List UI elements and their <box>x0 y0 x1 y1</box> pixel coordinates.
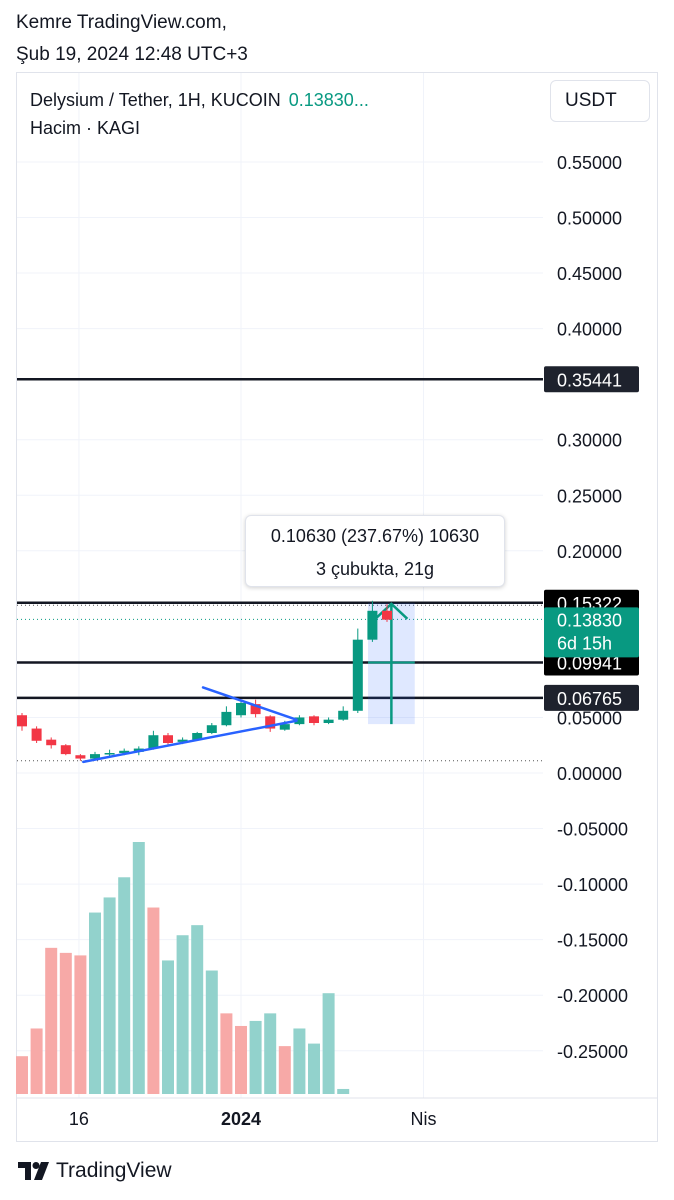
volume-bar <box>220 1013 233 1094</box>
candle-body <box>90 754 100 759</box>
trendline <box>82 719 298 764</box>
symbol-legend: Delysium / Tether, 1H, KUCOIN 0.13830... <box>30 90 369 111</box>
x-tick-label: 16 <box>69 1109 89 1129</box>
volume-bar <box>322 993 335 1094</box>
candle-body <box>31 728 42 741</box>
time-axis: 16 2024 Nis <box>17 1097 657 1129</box>
candle-body <box>250 704 261 715</box>
volume-bar <box>249 1020 262 1094</box>
x-tick-label: 2024 <box>221 1109 261 1129</box>
y-tick-label: -0.15000 <box>557 931 628 951</box>
y-tick-label: 0.30000 <box>557 431 622 451</box>
level-badge <box>544 366 639 393</box>
volume-bar <box>337 1088 350 1094</box>
candles <box>17 600 392 761</box>
volume-bar <box>162 960 174 1094</box>
trendlines <box>82 686 298 764</box>
candle-body <box>148 735 159 749</box>
volume-bar <box>103 897 116 1094</box>
horizontal-levels <box>17 378 543 762</box>
price-axis: 0.55000 0.50000 0.45000 0.40000 0.30000 0.250… <box>544 153 639 1062</box>
volume-bar <box>147 907 160 1094</box>
volume-legend: Hacim · KAGI <box>30 118 141 138</box>
candle-body <box>60 745 71 755</box>
countdown-label: 6d 15h <box>557 633 612 653</box>
volume-bar <box>205 970 218 1094</box>
candle-body <box>338 710 349 720</box>
volume-bar <box>293 1028 306 1094</box>
volume-bar <box>59 952 72 1094</box>
volume-bars <box>16 842 350 1094</box>
volume-bar <box>191 925 204 1094</box>
candle-body <box>177 739 188 742</box>
y-tick-label: 0.05000 <box>557 708 622 728</box>
y-tick-label: 0.00000 <box>557 764 622 784</box>
measure-arrow-head <box>374 602 409 620</box>
volume-bar <box>308 1043 320 1094</box>
candle-body <box>46 739 57 746</box>
candle-body <box>163 735 173 744</box>
y-tick-label: 0.50000 <box>557 209 622 229</box>
candle-body <box>279 724 290 730</box>
y-tick-label: 0.40000 <box>557 320 622 340</box>
volume-bar <box>45 947 58 1094</box>
candle-body <box>75 755 86 759</box>
chart-frame <box>16 72 658 1142</box>
candle-body <box>236 703 246 716</box>
legend-price: 0.13830... <box>288 90 369 110</box>
volume-bar <box>89 912 101 1094</box>
measure-tooltip-line2: 3 çubukta, 21g <box>315 559 435 579</box>
candle-body <box>206 725 217 734</box>
candle-body <box>323 719 334 724</box>
volume-bar <box>74 955 87 1094</box>
volume-bar <box>235 1025 247 1094</box>
level-badge-label: 0.09941 <box>557 654 622 674</box>
level-badge-label: 0.06765 <box>557 689 622 709</box>
candle-body <box>309 716 319 724</box>
candle-body <box>104 753 115 755</box>
volume-bar <box>16 1056 28 1094</box>
volume-bar <box>132 842 145 1094</box>
trendline <box>201 686 298 721</box>
measure-tool <box>368 602 415 725</box>
candle-body <box>192 733 203 740</box>
last-price-badge <box>544 607 639 658</box>
symbol-name: Delysium / Tether, 1H, KUCOIN <box>30 90 281 110</box>
footer: TradingView <box>18 1158 172 1184</box>
candle-body <box>352 639 363 711</box>
candle-body <box>265 716 276 729</box>
level-badge <box>544 684 639 711</box>
y-tick-label: 0.45000 <box>557 264 622 284</box>
currency-button[interactable]: USDT <box>550 80 650 122</box>
y-tick-label: 0.20000 <box>557 542 622 562</box>
candle-body <box>221 711 232 726</box>
tradingview-logo-icon <box>18 1162 49 1180</box>
y-tick-label: -0.10000 <box>557 875 628 895</box>
candle-body <box>294 717 305 725</box>
y-tick-label: 0.55000 <box>557 153 622 173</box>
y-tick-label: -0.20000 <box>557 986 628 1006</box>
volume-bar <box>176 935 189 1094</box>
candle-body <box>119 750 130 754</box>
y-tick-label: -0.05000 <box>557 820 628 840</box>
measure-tooltip: 0.10630 (237.67%) 10630 3 çubukta, 21g <box>245 515 505 587</box>
measure-tooltip-line1: 0.10630 (237.67%) 10630 <box>270 526 480 546</box>
volume-bar <box>264 1013 277 1094</box>
author-line: Kemre TradingView.com, <box>16 12 227 33</box>
x-tick-label: Nis <box>411 1109 437 1129</box>
candle-body <box>17 715 27 727</box>
last-price-label: 0.13830 <box>557 610 622 630</box>
volume-bar <box>118 877 131 1094</box>
volume-bar <box>30 1028 43 1094</box>
candle-body <box>382 610 392 620</box>
y-tick-label: 0.25000 <box>557 486 622 506</box>
volume-bar <box>278 1046 291 1094</box>
footer-brand: TradingView <box>56 1159 172 1182</box>
y-tick-label: -0.25000 <box>557 1042 628 1062</box>
date-line: Şub 19, 2024 12:48 UTC+3 <box>16 44 248 65</box>
level-badge-label: 0.35441 <box>557 370 622 390</box>
candle-body <box>367 610 378 640</box>
